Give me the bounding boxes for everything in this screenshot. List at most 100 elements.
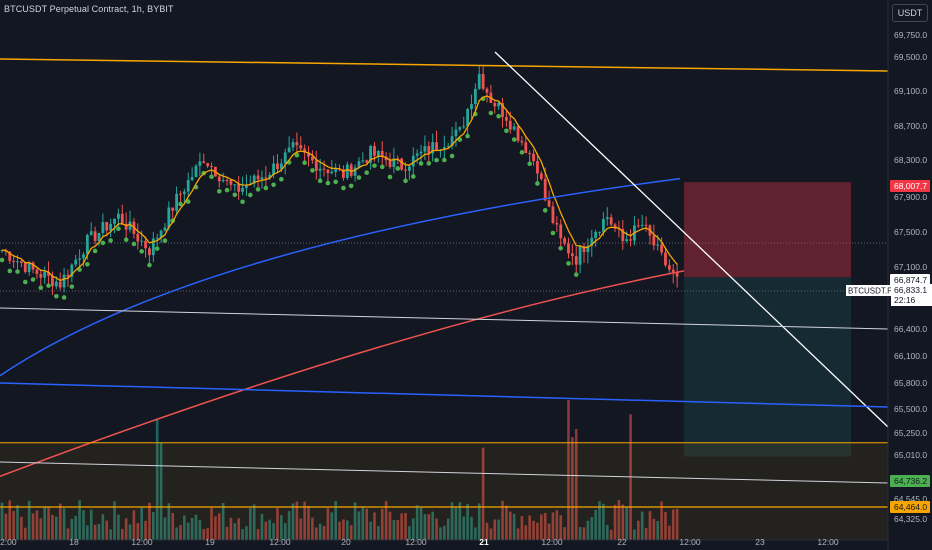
volume-bar (198, 520, 202, 540)
y-tick-label: 67,100.0 (894, 262, 927, 272)
volume-bar (105, 520, 109, 540)
candle-body (555, 222, 559, 225)
volume-bar (443, 525, 446, 540)
candle-body (225, 179, 229, 181)
candle-body (202, 161, 206, 164)
volume-bar (120, 528, 124, 540)
candle-body (109, 223, 113, 231)
candle-body (330, 171, 334, 174)
candle-body (20, 261, 23, 263)
volume-bar (656, 521, 660, 540)
volume-bar (66, 528, 70, 540)
volume-bar (268, 519, 272, 540)
candle-body (43, 272, 47, 278)
volume-bar (540, 514, 543, 540)
candle-body (295, 142, 299, 146)
volume-zone (0, 442, 888, 540)
symbol-badge-bg (846, 285, 891, 296)
x-tick-label: 23 (755, 537, 765, 547)
candle-body (101, 222, 105, 233)
volume-bar (155, 418, 159, 540)
volume-bar (43, 507, 46, 540)
sar-dot (317, 178, 323, 184)
volume-bar (423, 514, 427, 540)
volume-bar (322, 525, 326, 540)
sar-dot (69, 284, 75, 289)
candle-body (644, 224, 648, 226)
sar-dot (147, 262, 152, 268)
volume-bar (380, 508, 384, 540)
volume-bar (617, 500, 621, 540)
sar-dot (558, 245, 564, 251)
sar-dot (108, 238, 113, 243)
candle-body (171, 207, 175, 211)
price-label-bg (890, 274, 930, 286)
candle-body (241, 187, 244, 192)
candle-body (27, 262, 31, 272)
y-tick-label: 68,700.0 (894, 121, 927, 131)
volume-bar (128, 524, 132, 540)
candles (0, 65, 679, 300)
volume-bar (396, 519, 400, 540)
volume-bar (609, 529, 613, 540)
candle-body (276, 163, 279, 170)
volume-bar (175, 527, 178, 540)
candle-body (473, 88, 477, 105)
candle-body (322, 168, 326, 170)
candle-body (411, 155, 415, 167)
volume-bar (0, 502, 4, 540)
price-label-bg (890, 180, 930, 192)
y-tick-label: 65,500.0 (894, 404, 927, 414)
candle-body (140, 240, 144, 242)
candle-body (578, 246, 582, 265)
volume-bar (252, 504, 256, 540)
candle-body (602, 219, 605, 232)
currency-button[interactable]: USDT (892, 4, 928, 22)
volume-bar (528, 515, 531, 540)
volume-bar (353, 502, 357, 540)
volume-bar (225, 526, 229, 540)
symbol-title: BTCUSDT Perpetual Contract, 1h, BYBIT (4, 4, 174, 14)
volume-bar (559, 515, 563, 540)
ma-mid-line (0, 270, 685, 478)
volume-bar (446, 518, 450, 540)
candle-body (190, 177, 194, 181)
sar-dot (449, 153, 455, 159)
candle-body (454, 129, 458, 137)
candle-body (314, 160, 318, 171)
candle-body (621, 229, 625, 242)
candle-body (66, 274, 70, 277)
candle-body (570, 253, 574, 257)
volume-bar (55, 516, 58, 540)
volume-bar (392, 519, 396, 540)
candle-body (163, 227, 167, 231)
volume-bar (299, 518, 303, 540)
candle-body (427, 146, 431, 154)
candle-body (477, 73, 481, 89)
volume-bar (249, 508, 252, 540)
lower-channel-line (0, 307, 889, 330)
sar-dot (30, 277, 36, 282)
candle-body (660, 244, 663, 253)
candle-body (12, 260, 16, 262)
volume-bar (314, 527, 318, 540)
volume-bar (136, 523, 140, 540)
volume-bar (39, 518, 43, 540)
orange-resistance-line (0, 58, 889, 72)
candle-body (206, 163, 210, 167)
candle-body (78, 258, 81, 260)
ema-fast-line (1, 95, 678, 282)
volume-bar (408, 526, 411, 540)
volume-bar (652, 518, 656, 540)
y-tick-label: 68,300.0 (894, 155, 927, 165)
candle-body (51, 275, 54, 287)
candle-body (652, 235, 656, 246)
volume-bar (276, 508, 279, 540)
volume-bar (377, 526, 380, 540)
volume-bar (668, 525, 671, 540)
volume-bars (0, 400, 679, 540)
volume-bar (70, 518, 74, 540)
volume-bar (210, 507, 213, 540)
volume-bar (330, 512, 334, 540)
